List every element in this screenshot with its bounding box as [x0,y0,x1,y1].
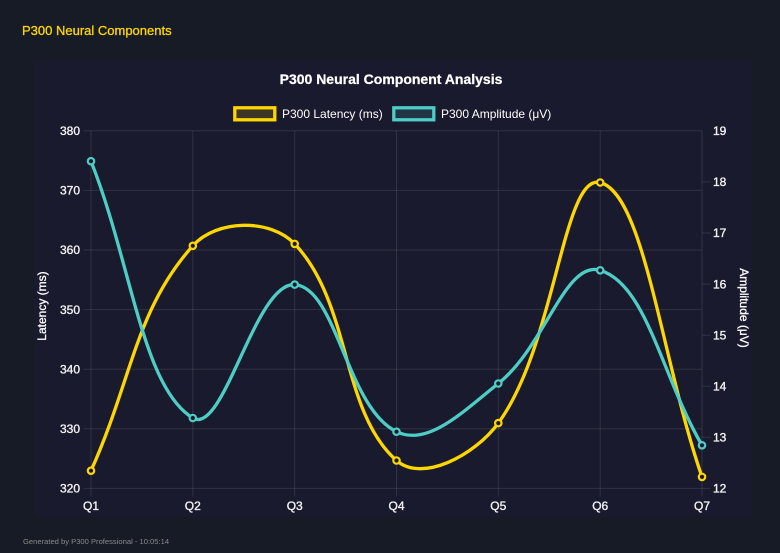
svg-text:Q2: Q2 [185,499,201,513]
svg-text:12: 12 [713,482,727,496]
svg-text:Q5: Q5 [490,499,506,513]
svg-text:19: 19 [713,124,727,138]
svg-text:Generated by P300 Professional: Generated by P300 Professional - 10:05:1… [23,537,169,546]
svg-text:13: 13 [713,431,727,445]
svg-text:P300 Amplitude (μV): P300 Amplitude (μV) [441,107,551,121]
svg-text:16: 16 [713,277,727,291]
svg-text:380: 380 [60,124,80,138]
svg-text:340: 340 [60,362,80,376]
svg-text:Q1: Q1 [83,499,99,513]
svg-text:14: 14 [713,379,727,393]
svg-text:Q3: Q3 [287,499,303,513]
svg-text:Q4: Q4 [388,499,404,513]
svg-text:P300 Neural Components: P300 Neural Components [22,23,172,38]
svg-text:P300 Neural Component Analysis: P300 Neural Component Analysis [280,71,503,87]
svg-text:370: 370 [60,184,80,198]
svg-text:330: 330 [60,422,80,436]
svg-text:Latency (ms): Latency (ms) [35,271,49,340]
svg-text:Q7: Q7 [694,499,710,513]
svg-text:Q6: Q6 [592,499,608,513]
svg-text:15: 15 [713,328,727,342]
svg-text:Amplitude (μV): Amplitude (μV) [737,268,751,348]
svg-text:17: 17 [713,226,727,240]
svg-text:360: 360 [60,243,80,257]
svg-text:350: 350 [60,303,80,317]
svg-text:P300 Latency (ms): P300 Latency (ms) [282,107,383,121]
svg-text:320: 320 [60,482,80,496]
svg-text:18: 18 [713,175,727,189]
